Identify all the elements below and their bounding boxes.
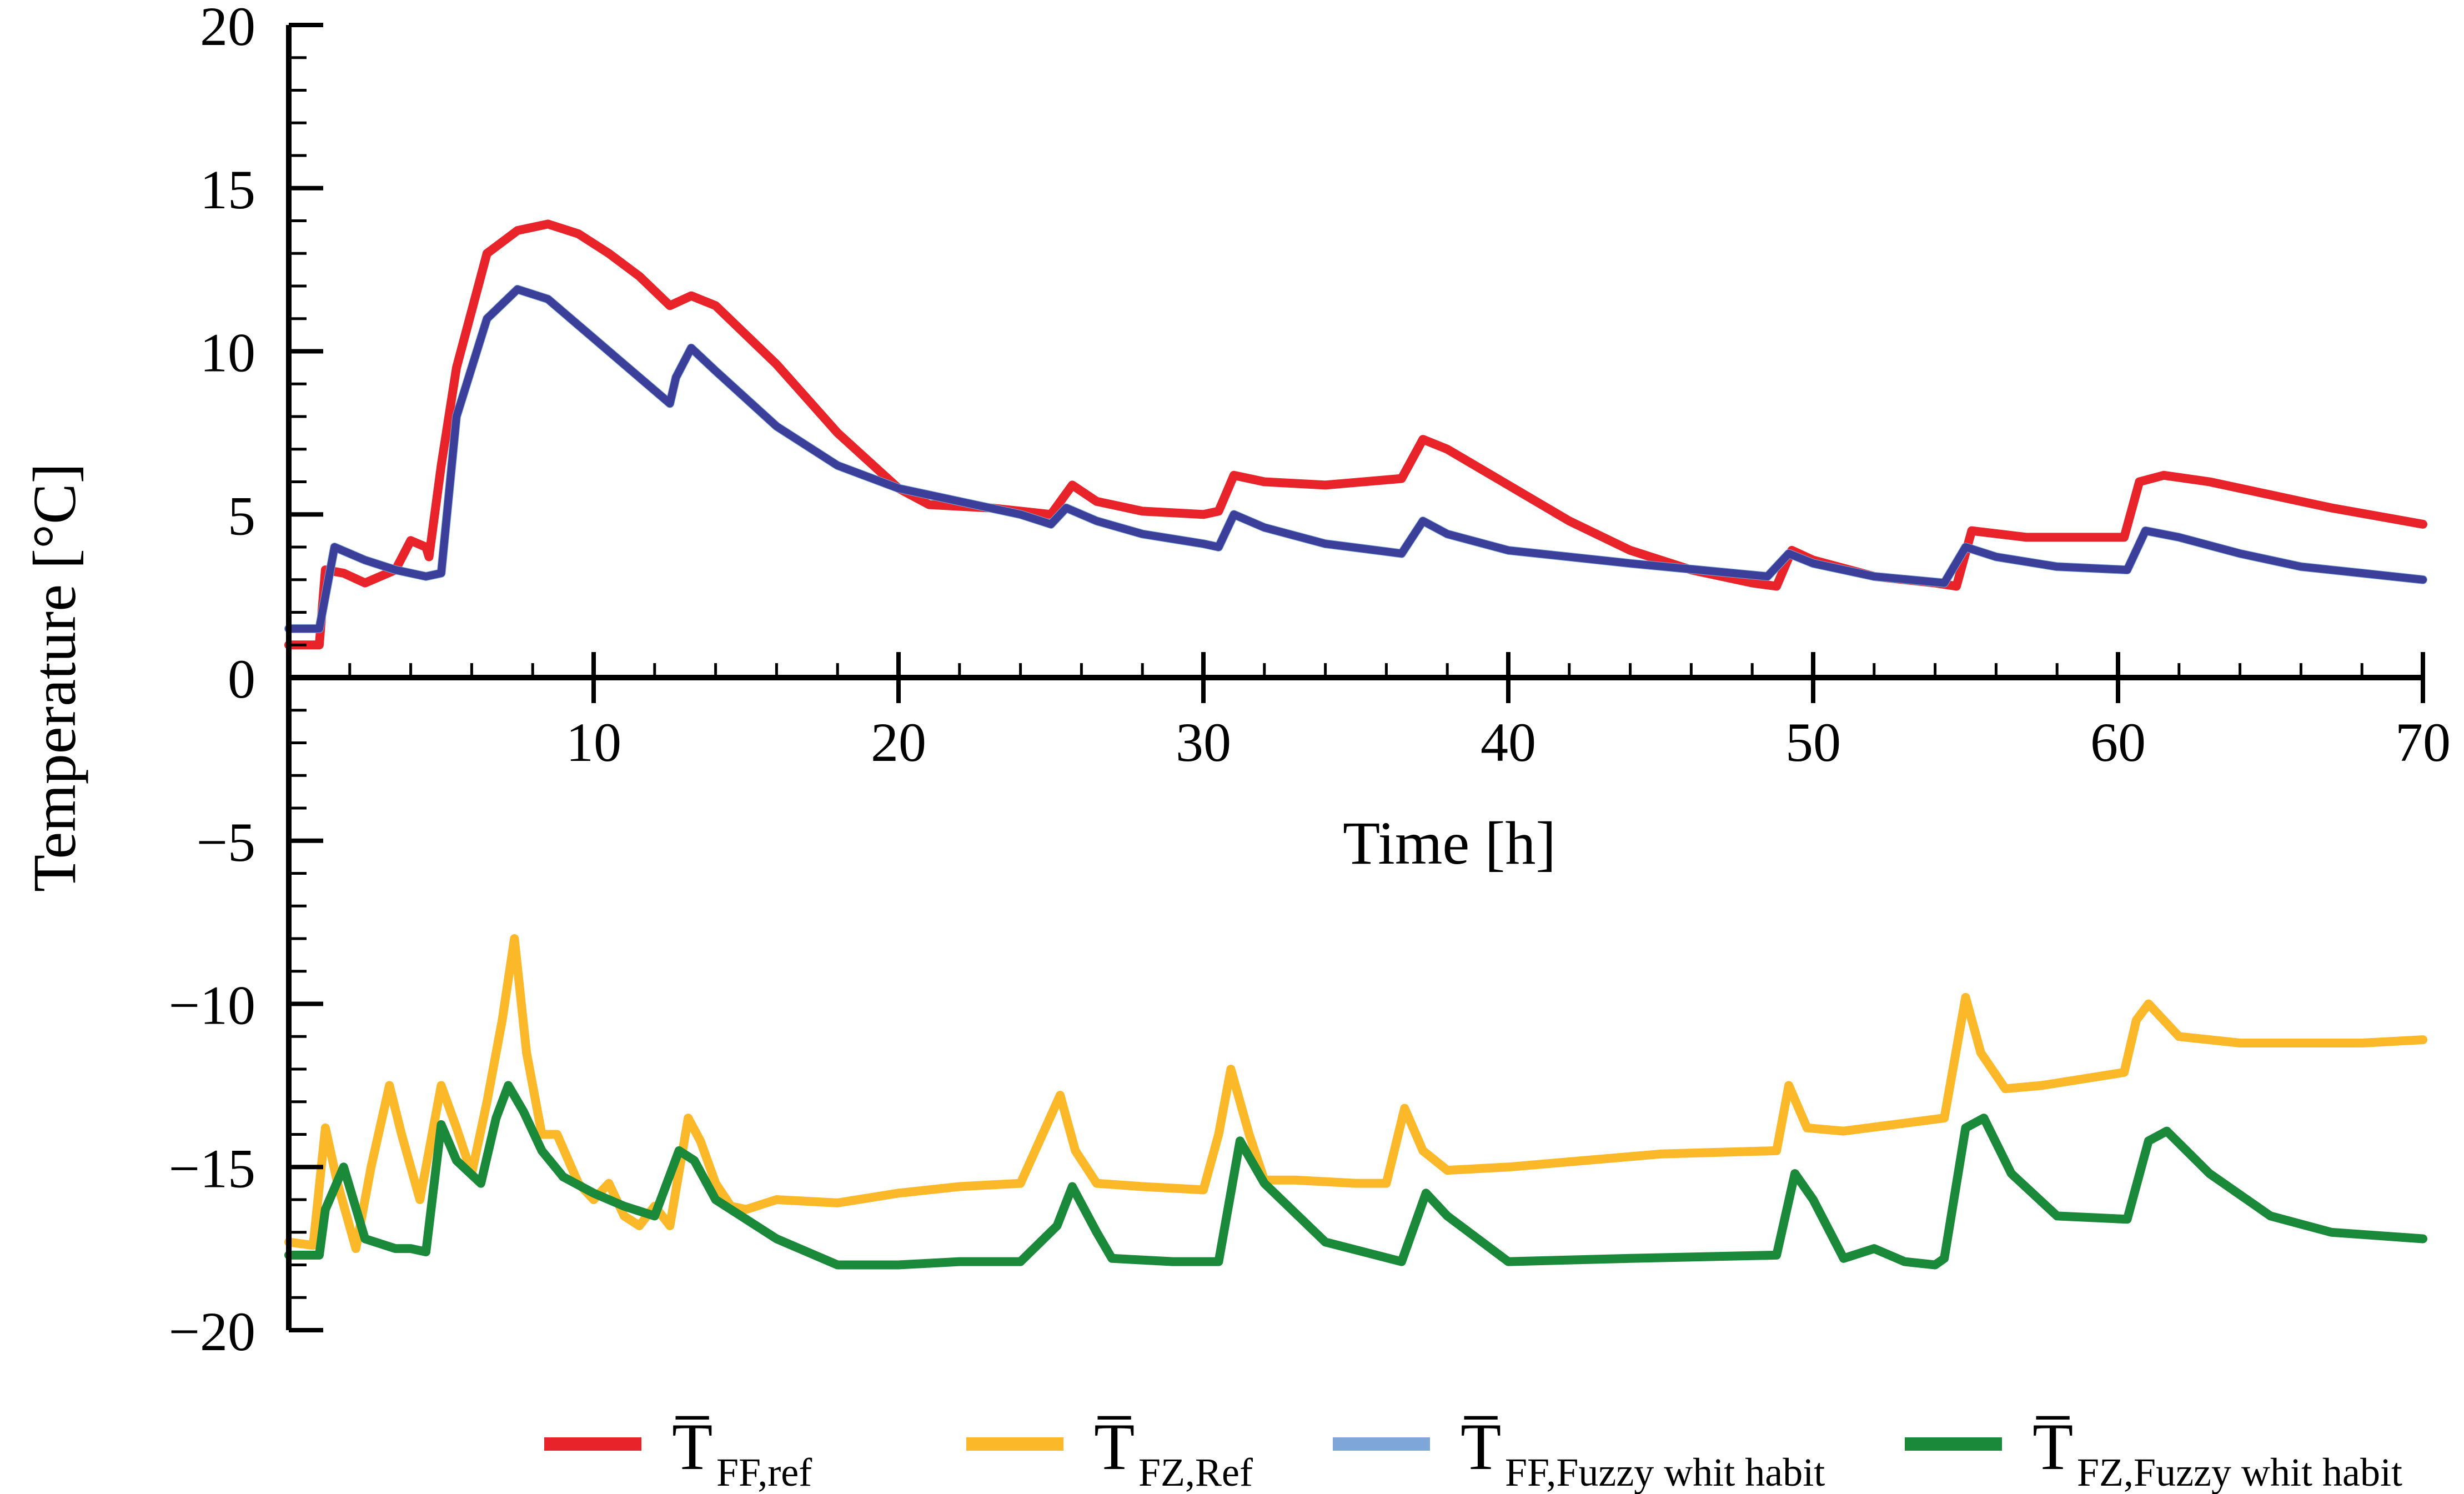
legend-sub-3: FZ,Fuzzy whit habit <box>2077 1450 2402 1494</box>
x-tick-label: 70 <box>2395 711 2451 773</box>
legend: T̅ FF,ref T̅ FZ,Ref T̅ FF,Fuzzy whit habit T̅ F… <box>544 1410 2402 1494</box>
legend-main-0: T̅ <box>672 1410 712 1483</box>
x-tick-label: 60 <box>2090 711 2146 773</box>
legend-sub-1: FZ,Ref <box>1138 1450 1253 1494</box>
x-tick-label: 30 <box>1176 711 1231 773</box>
x-tick-label: 40 <box>1481 711 1536 773</box>
legend-sub-0: FF,ref <box>716 1450 812 1494</box>
y-tick-label: −5 <box>197 811 255 873</box>
legend-main-1: T̅ <box>1094 1410 1135 1483</box>
axes <box>286 23 2425 1332</box>
series-line-3 <box>284 1081 2427 1270</box>
y-axis-title: Temperature [°C] <box>21 463 88 892</box>
x-axis-title: Time [h] <box>1343 809 1556 877</box>
x-tick-label: 50 <box>1785 711 1841 773</box>
y-tick-label: −15 <box>169 1137 255 1199</box>
y-tick-label: 0 <box>228 648 255 710</box>
legend-sub-2: FF,Fuzzy whit habit <box>1505 1450 1825 1494</box>
series-line-1 <box>284 934 2427 1254</box>
y-tick-label: 10 <box>200 322 255 384</box>
y-tick-label: 5 <box>228 485 255 547</box>
y-tick-label: 20 <box>200 0 255 57</box>
legend-main-3: T̅ <box>2033 1410 2073 1483</box>
x-tick-label: 10 <box>566 711 621 773</box>
series-line-2-core <box>285 285 2427 633</box>
series-line-2 <box>284 284 2427 633</box>
y-tick-label: 15 <box>200 159 255 220</box>
y-tick-label: −20 <box>169 1301 255 1362</box>
plot-marks <box>284 219 2427 1270</box>
legend-main-2: T̅ <box>1461 1410 1501 1483</box>
x-tick-label: 20 <box>871 711 926 773</box>
y-tick-label: −10 <box>169 975 255 1036</box>
series-line-0 <box>284 219 2427 650</box>
